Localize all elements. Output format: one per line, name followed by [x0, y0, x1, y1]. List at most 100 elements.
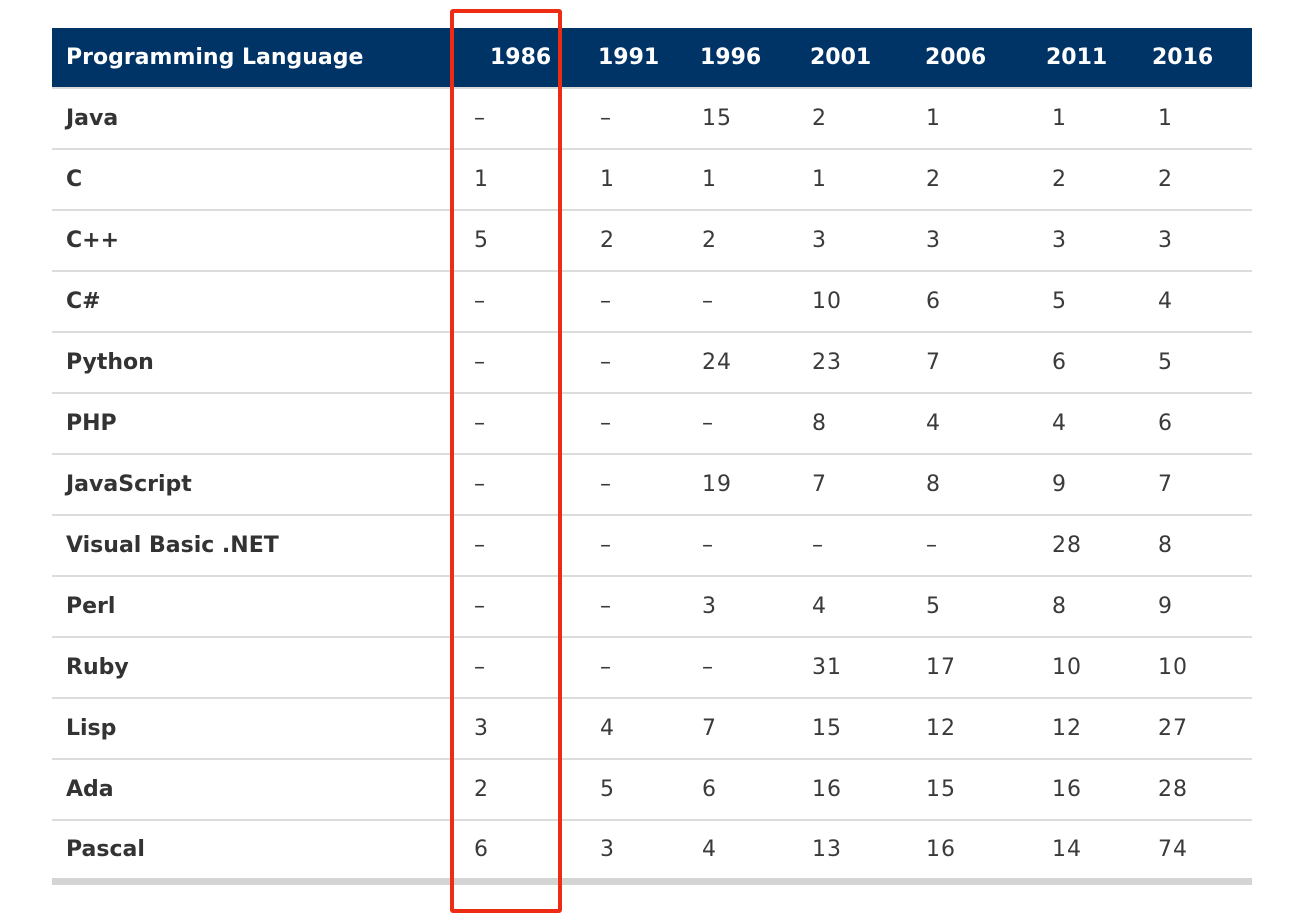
rank-cell-2006: –	[926, 533, 938, 558]
header-year-1986: 1986	[490, 45, 552, 70]
language-name: C++	[66, 228, 120, 253]
rank-cell-2001: 16	[812, 777, 842, 802]
table-row: JavaScript – – 19 7 8 9 7	[52, 454, 1252, 515]
language-name: Ada	[66, 777, 114, 802]
rank-cell-1996: 3	[702, 594, 717, 619]
rank-cell-2011: 10	[1052, 655, 1082, 680]
language-name: C	[66, 167, 83, 192]
rank-cell-2011: 2	[1052, 167, 1067, 192]
table-header-row: Programming Language 1986 1991 1996 2001…	[52, 28, 1252, 88]
rank-cell-2001: 3	[812, 228, 827, 253]
rank-cell-2016: 8	[1158, 533, 1173, 558]
rank-cell-1996: –	[702, 289, 714, 314]
rank-cell-2006: 7	[926, 350, 941, 375]
rank-cell-1991: 1	[600, 167, 615, 192]
rank-cell-1996: 6	[702, 777, 717, 802]
rank-cell-2011: 8	[1052, 594, 1067, 619]
rank-cell-2001: –	[812, 533, 824, 558]
header-year-1991: 1991	[598, 45, 660, 70]
rank-cell-2006: 15	[926, 777, 956, 802]
rank-cell-2001: 8	[812, 411, 827, 436]
rank-cell-2006: 2	[926, 167, 941, 192]
language-name: PHP	[66, 411, 117, 436]
rank-cell-2001: 7	[812, 472, 827, 497]
rank-cell-1996: –	[702, 533, 714, 558]
header-programming-language: Programming Language	[66, 45, 364, 70]
rank-cell-1986: 3	[474, 716, 489, 741]
rank-cell-1986: –	[474, 350, 486, 375]
header-year-2001: 2001	[810, 45, 872, 70]
rank-cell-2011: 14	[1052, 836, 1082, 862]
rank-cell-2011: 9	[1052, 472, 1067, 497]
rank-cell-1986: –	[474, 411, 486, 436]
rank-cell-2011: 16	[1052, 777, 1082, 802]
header-year-2011: 2011	[1046, 45, 1108, 70]
rank-cell-2016: 4	[1158, 289, 1173, 314]
rank-cell-2001: 1	[812, 167, 827, 192]
table-row: C 1 1 1 1 2 2 2	[52, 149, 1252, 210]
table-row: Ruby – – – 31 17 10 10	[52, 637, 1252, 698]
table-body: Java – – 15 2 1 1 1 C 1 1 1 1 2 2 2 C++	[52, 88, 1252, 881]
table-row: C++ 5 2 2 3 3 3 3	[52, 210, 1252, 271]
rank-cell-1991: –	[600, 289, 612, 314]
rank-cell-2006: 12	[926, 716, 956, 741]
rank-cell-1986: –	[474, 533, 486, 558]
table-row: Ada 2 5 6 16 15 16 28	[52, 759, 1252, 820]
rank-cell-2001: 13	[812, 836, 842, 862]
rank-cell-2016: 5	[1158, 350, 1173, 375]
rank-cell-1991: –	[600, 655, 612, 680]
rank-cell-2006: 1	[926, 106, 941, 131]
language-ranking-table: Programming Language 1986 1991 1996 2001…	[52, 28, 1252, 885]
language-name: Python	[66, 350, 154, 375]
rank-cell-2011: 12	[1052, 716, 1082, 741]
rank-cell-1996: 2	[702, 228, 717, 253]
rank-cell-1991: 2	[600, 228, 615, 253]
rank-cell-1996: 4	[702, 836, 717, 862]
rank-cell-1986: –	[474, 472, 486, 497]
rank-cell-2006: 16	[926, 836, 956, 862]
rank-cell-2006: 4	[926, 411, 941, 436]
table-row: Lisp 3 4 7 15 12 12 27	[52, 698, 1252, 759]
rank-cell-1986: –	[474, 289, 486, 314]
language-name: Visual Basic .NET	[66, 533, 279, 558]
rank-cell-1996: 19	[702, 472, 732, 497]
rank-cell-1996: 7	[702, 716, 717, 741]
language-name: Ruby	[66, 655, 129, 680]
rank-cell-1986: 5	[474, 228, 489, 253]
rank-cell-1996: 24	[702, 350, 732, 375]
rank-cell-2001: 15	[812, 716, 842, 741]
rank-cell-2016: 27	[1158, 716, 1188, 741]
rank-cell-1996: –	[702, 655, 714, 680]
rank-cell-1986: 6	[474, 836, 489, 862]
rank-cell-1996: 1	[702, 167, 717, 192]
rank-cell-2006: 5	[926, 594, 941, 619]
header-year-2006: 2006	[925, 45, 987, 70]
rank-cell-2011: 28	[1052, 533, 1082, 558]
rank-cell-2011: 5	[1052, 289, 1067, 314]
rank-cell-1991: –	[600, 594, 612, 619]
rank-cell-2016: 3	[1158, 228, 1173, 253]
header-year-1996: 1996	[700, 45, 762, 70]
rank-cell-1986: –	[474, 106, 486, 131]
table-row: C# – – – 10 6 5 4	[52, 271, 1252, 332]
rank-cell-2006: 17	[926, 655, 956, 680]
ranking-table-container: Programming Language 1986 1991 1996 2001…	[52, 28, 1252, 885]
rank-cell-2011: 6	[1052, 350, 1067, 375]
rank-cell-1991: 3	[600, 836, 615, 862]
language-name: Lisp	[66, 716, 117, 741]
rank-cell-1986: 2	[474, 777, 489, 802]
language-name: C#	[66, 289, 101, 314]
rank-cell-1991: –	[600, 350, 612, 375]
rank-cell-1991: 5	[600, 777, 615, 802]
table-row: Visual Basic .NET – – – – – 28 8	[52, 515, 1252, 576]
rank-cell-2001: 2	[812, 106, 827, 131]
rank-cell-2001: 4	[812, 594, 827, 619]
rank-cell-1991: 4	[600, 716, 615, 741]
rank-cell-2016: 2	[1158, 167, 1173, 192]
rank-cell-2001: 10	[812, 289, 842, 314]
rank-cell-1986: –	[474, 655, 486, 680]
header-year-2016: 2016	[1152, 45, 1214, 70]
rank-cell-2006: 3	[926, 228, 941, 253]
rank-cell-1991: –	[600, 533, 612, 558]
rank-cell-1996: 15	[702, 106, 732, 131]
